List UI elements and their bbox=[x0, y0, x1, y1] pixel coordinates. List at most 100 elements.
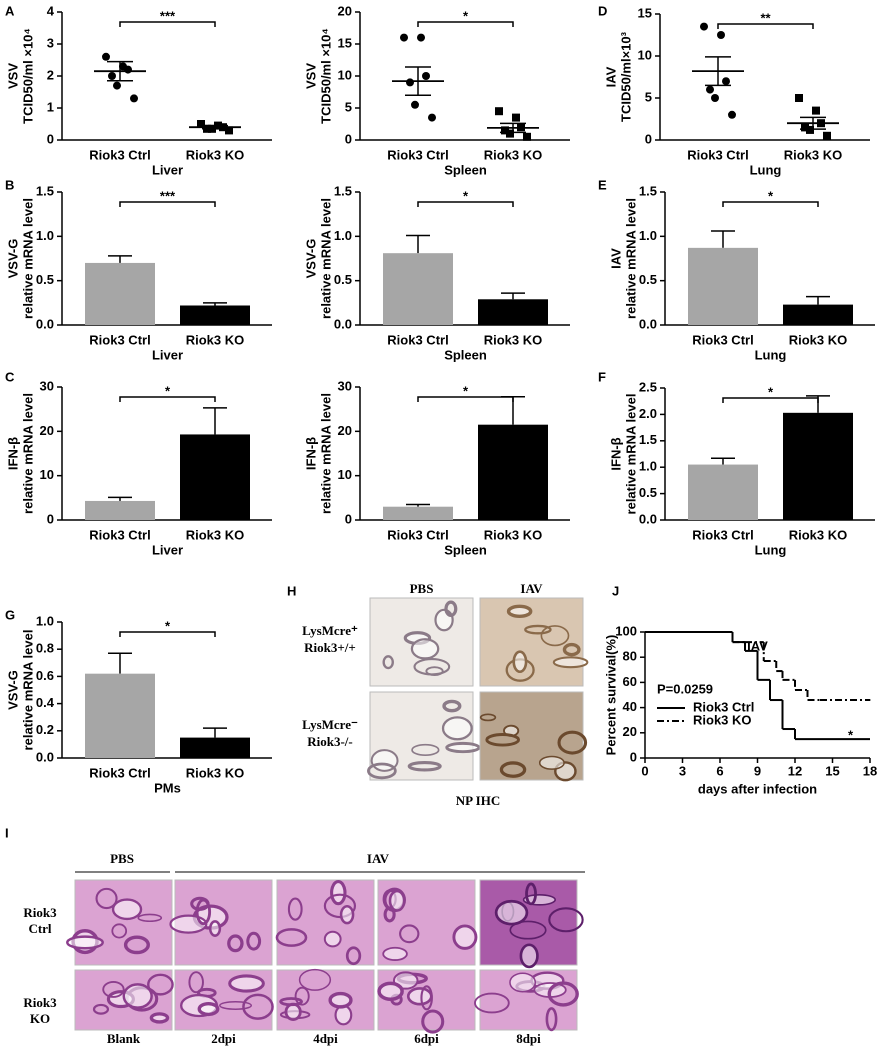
tissue-structure bbox=[275, 928, 308, 947]
data-point bbox=[823, 131, 831, 140]
y-tick-label: 4 bbox=[47, 3, 55, 18]
tissue-structure bbox=[328, 991, 353, 1009]
bar bbox=[783, 304, 853, 325]
column-label: 2dpi bbox=[211, 1031, 236, 1046]
significance-bracket bbox=[119, 396, 216, 402]
y-tick-label: 0.0 bbox=[36, 749, 54, 764]
tissue-structure bbox=[339, 904, 355, 925]
panel-letter: H bbox=[287, 583, 296, 598]
x-tick-label: Riok3 KO bbox=[789, 332, 848, 347]
micrograph bbox=[276, 969, 375, 1031]
data-point bbox=[102, 52, 110, 61]
tissue-structure bbox=[545, 1007, 558, 1032]
x-tick-label: 9 bbox=[754, 763, 761, 778]
row-label: Ctrl bbox=[28, 921, 51, 936]
tissue-structure bbox=[485, 733, 520, 747]
bar bbox=[688, 464, 758, 520]
bar bbox=[85, 673, 155, 758]
tissue-structure bbox=[494, 899, 529, 926]
data-point bbox=[795, 94, 803, 102]
x-tick-label: Riok3 Ctrl bbox=[387, 332, 448, 347]
data-point bbox=[400, 33, 408, 42]
legend-label: Riok3 KO bbox=[693, 712, 752, 727]
y-tick-label: 0 bbox=[645, 131, 652, 146]
y-axis-label: relative mRNA level bbox=[20, 630, 35, 751]
tissue-structure bbox=[540, 625, 570, 647]
significance-bracket bbox=[417, 201, 514, 207]
tissue-structure bbox=[188, 971, 204, 994]
y-tick-label: 100 bbox=[615, 623, 637, 638]
panel-letter: C bbox=[5, 369, 15, 384]
y-tick-label: 0.0 bbox=[639, 316, 657, 331]
y-axis-label: relative mRNA level bbox=[20, 198, 35, 319]
data-point bbox=[722, 77, 730, 86]
bar bbox=[478, 299, 548, 325]
tissue-structure bbox=[524, 624, 552, 635]
tissue-structure bbox=[442, 699, 462, 713]
y-tick-label: 0.6 bbox=[36, 668, 54, 683]
tissue-structure bbox=[147, 973, 174, 996]
column-label: 6dpi bbox=[414, 1031, 439, 1046]
significance-bracket bbox=[722, 201, 819, 207]
y-axis-label: VSV-G bbox=[5, 670, 20, 710]
y-axis-label: TCID50/ml ×10⁴ bbox=[318, 28, 333, 124]
column-header: IAV bbox=[520, 581, 543, 596]
y-tick-label: 5 bbox=[645, 89, 652, 104]
panel-letter: A bbox=[5, 3, 15, 18]
y-tick-label: 0.0 bbox=[36, 316, 54, 331]
x-axis-label: Spleen bbox=[444, 162, 487, 177]
tissue-structure bbox=[298, 968, 332, 991]
x-axis-label: Spleen bbox=[444, 347, 487, 362]
data-point bbox=[495, 107, 503, 116]
x-tick-label: Riok3 KO bbox=[186, 527, 245, 542]
tissue-structure bbox=[538, 755, 565, 770]
y-axis-label: relative mRNA level bbox=[318, 198, 333, 319]
x-axis-label: Spleen bbox=[444, 542, 487, 557]
x-tick-label: Riok3 KO bbox=[186, 332, 245, 347]
tissue-structure bbox=[122, 983, 153, 1009]
y-tick-label: 10 bbox=[338, 467, 352, 482]
y-axis-label: TCID50/ml ×10⁴ bbox=[20, 28, 35, 124]
row-label: Riok3 bbox=[23, 995, 57, 1010]
y-tick-label: 0.5 bbox=[334, 272, 352, 287]
y-tick-label: 1 bbox=[47, 99, 54, 114]
y-tick-label: 0.0 bbox=[639, 511, 657, 526]
x-tick-label: Riok3 Ctrl bbox=[692, 332, 753, 347]
significance: * bbox=[463, 383, 469, 398]
bar bbox=[180, 737, 250, 758]
row-label: Riok3 bbox=[23, 905, 57, 920]
x-tick-label: Riok3 KO bbox=[789, 527, 848, 542]
y-tick-label: 0.8 bbox=[36, 641, 54, 656]
data-point bbox=[523, 132, 531, 141]
y-tick-label: 0.2 bbox=[36, 722, 54, 737]
panel-letter: J bbox=[612, 583, 619, 598]
tissue-structure bbox=[330, 879, 347, 906]
y-axis-label: IFN-β bbox=[608, 437, 623, 470]
y-tick-label: 0 bbox=[630, 749, 637, 764]
tissue-structure bbox=[208, 920, 222, 937]
tissue-structure bbox=[246, 931, 262, 951]
tissue-structure bbox=[434, 608, 454, 632]
data-point bbox=[428, 113, 436, 122]
data-point bbox=[406, 78, 414, 87]
y-axis-label: IAV bbox=[608, 248, 623, 269]
footer-label: NP IHC bbox=[456, 793, 500, 808]
x-tick-label: Riok3 Ctrl bbox=[89, 332, 150, 347]
data-point bbox=[225, 126, 233, 135]
data-point bbox=[417, 33, 425, 42]
y-tick-label: 1.5 bbox=[36, 183, 54, 198]
tissue-structure bbox=[382, 655, 394, 670]
y-tick-label: 60 bbox=[623, 674, 637, 689]
data-point bbox=[512, 113, 520, 122]
tissue-structure bbox=[345, 946, 362, 966]
tissue-structure bbox=[410, 638, 440, 660]
y-axis-label: VSV bbox=[5, 63, 20, 89]
significance-bracket bbox=[717, 23, 814, 29]
tissue-structure bbox=[149, 1012, 170, 1024]
tissue-structure bbox=[137, 913, 163, 923]
significance: *** bbox=[160, 8, 176, 23]
tissue-structure bbox=[227, 934, 244, 953]
tissue-structure bbox=[95, 887, 118, 910]
bar bbox=[688, 247, 758, 325]
bar bbox=[478, 424, 548, 520]
